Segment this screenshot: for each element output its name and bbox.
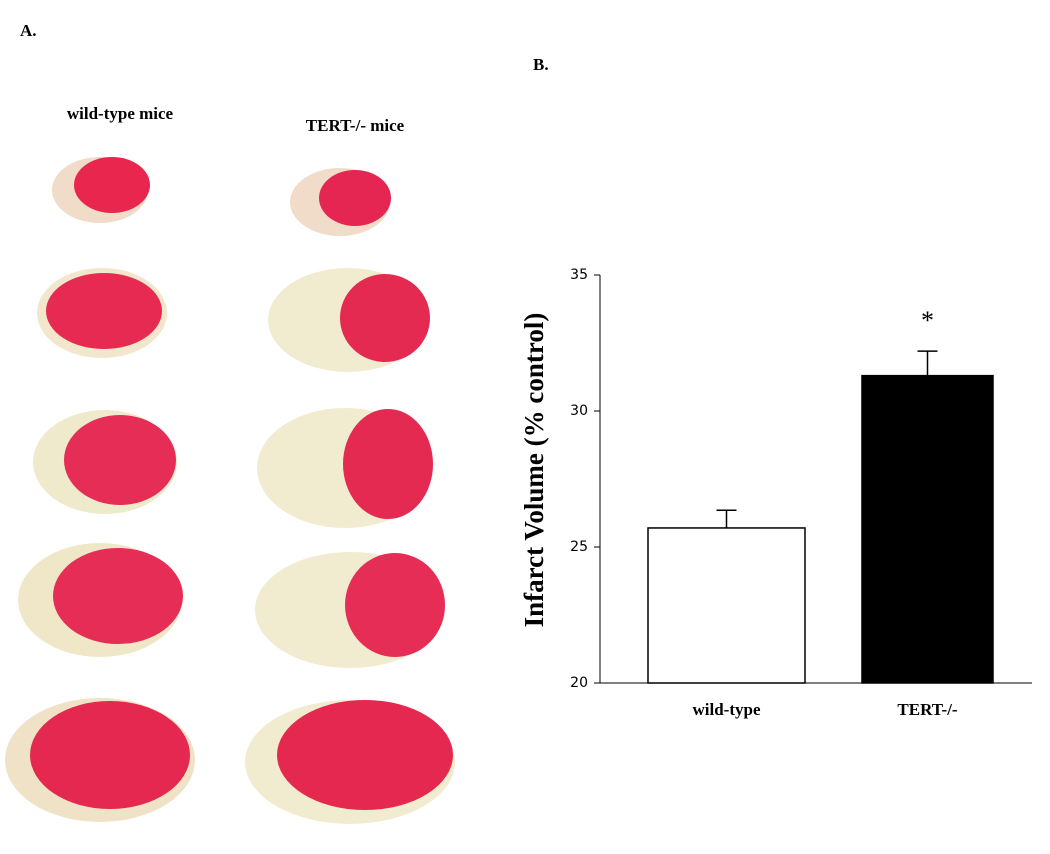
x-tick-label: wild-type <box>693 700 761 719</box>
y-tick-label: 20 <box>570 675 588 691</box>
x-tick-label: TERT-/- <box>897 700 958 719</box>
y-tick-label: 35 <box>570 267 588 283</box>
panel-label: B. <box>533 55 549 74</box>
bar <box>647 527 806 684</box>
bar <box>861 374 994 684</box>
panel-label: A. <box>20 21 37 40</box>
y-tick-label: 30 <box>570 403 588 419</box>
brain-slices <box>5 157 455 824</box>
column-label: TERT-/- mice <box>306 116 405 135</box>
y-axis-label: Infarct Volume (% control) <box>519 313 549 628</box>
y-tick-label: 25 <box>570 539 588 555</box>
significance-annotation: * <box>921 306 934 335</box>
column-label: wild-type mice <box>67 104 174 123</box>
